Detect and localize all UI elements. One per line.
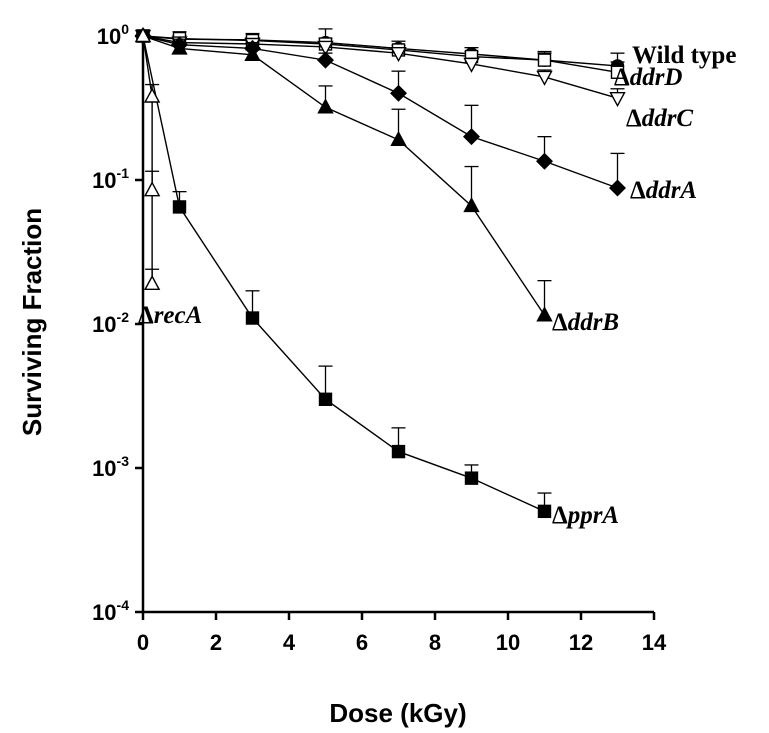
x-ticks: 0 2 4 6 8 10 12 14 bbox=[137, 612, 667, 655]
data-point bbox=[245, 311, 260, 325]
y-ticks: 100 10-1 10-2 10-3 10-4 bbox=[92, 21, 143, 625]
data-point bbox=[536, 70, 553, 86]
series-ddrc bbox=[134, 29, 626, 108]
series-label: ΔddrA bbox=[630, 177, 697, 204]
x-tick-label: 8 bbox=[429, 630, 441, 655]
plot-series bbox=[134, 27, 626, 519]
data-point bbox=[143, 274, 161, 291]
data-point bbox=[536, 306, 553, 322]
data-point bbox=[134, 27, 152, 43]
data-point bbox=[244, 45, 261, 62]
x-tick-label: 10 bbox=[496, 630, 520, 655]
series-label: ΔrecA bbox=[138, 302, 202, 329]
data-point bbox=[143, 181, 161, 197]
data-point bbox=[610, 65, 625, 79]
data-point bbox=[464, 471, 479, 485]
series-line bbox=[142, 35, 153, 284]
series-label: ΔddrB bbox=[552, 309, 619, 336]
data-point bbox=[318, 392, 333, 406]
y-tick-label: 10-2 bbox=[92, 309, 129, 337]
series-line bbox=[142, 35, 618, 73]
series-line bbox=[142, 35, 546, 316]
y-axis-title: Surviving Fraction bbox=[17, 208, 47, 436]
data-point bbox=[536, 152, 553, 170]
x-tick-label: 14 bbox=[642, 630, 667, 655]
data-point bbox=[391, 444, 406, 459]
data-point bbox=[390, 46, 407, 63]
data-point bbox=[537, 504, 552, 519]
data-point bbox=[609, 91, 626, 108]
y-tick-label: 100 bbox=[97, 21, 129, 49]
data-point bbox=[317, 51, 334, 69]
data-point bbox=[143, 87, 161, 103]
y-tick-label: 10-4 bbox=[92, 597, 129, 625]
x-tick-label: 2 bbox=[210, 630, 222, 655]
data-point bbox=[463, 197, 480, 213]
data-point bbox=[317, 98, 334, 114]
series-label: ΔpprA bbox=[552, 502, 619, 529]
x-tick-label: 6 bbox=[356, 630, 368, 655]
series-line bbox=[142, 35, 618, 189]
series-ddra bbox=[134, 27, 626, 197]
data-point bbox=[317, 40, 334, 56]
series-ddrb bbox=[134, 27, 553, 322]
data-point bbox=[609, 179, 626, 197]
x-axis-title: Dose (kGy) bbox=[329, 698, 466, 728]
data-point bbox=[463, 57, 480, 73]
data-point bbox=[390, 84, 407, 102]
y-tick-label: 10-1 bbox=[92, 165, 129, 193]
series-label: Wild type bbox=[632, 42, 736, 69]
x-tick-label: 12 bbox=[569, 630, 593, 655]
data-point bbox=[537, 53, 552, 67]
y-tick-label: 10-3 bbox=[92, 453, 129, 481]
data-point bbox=[463, 128, 480, 146]
series-reca bbox=[134, 27, 161, 291]
series-line bbox=[142, 35, 618, 99]
data-point bbox=[171, 39, 188, 55]
x-tick-label: 0 bbox=[137, 630, 149, 655]
series-ppra bbox=[136, 29, 552, 519]
series-label: ΔddrD bbox=[614, 64, 682, 91]
data-point bbox=[390, 130, 407, 147]
series-label: ΔddrC bbox=[626, 105, 693, 132]
series-line bbox=[142, 35, 545, 512]
x-tick-label: 4 bbox=[283, 630, 296, 655]
data-point bbox=[172, 200, 187, 214]
